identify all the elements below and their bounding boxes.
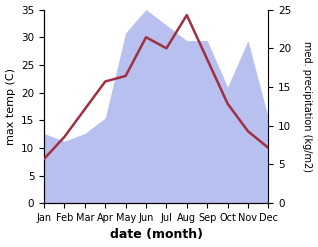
Y-axis label: max temp (C): max temp (C): [5, 68, 16, 145]
Y-axis label: med. precipitation (kg/m2): med. precipitation (kg/m2): [302, 41, 313, 172]
X-axis label: date (month): date (month): [110, 228, 203, 242]
